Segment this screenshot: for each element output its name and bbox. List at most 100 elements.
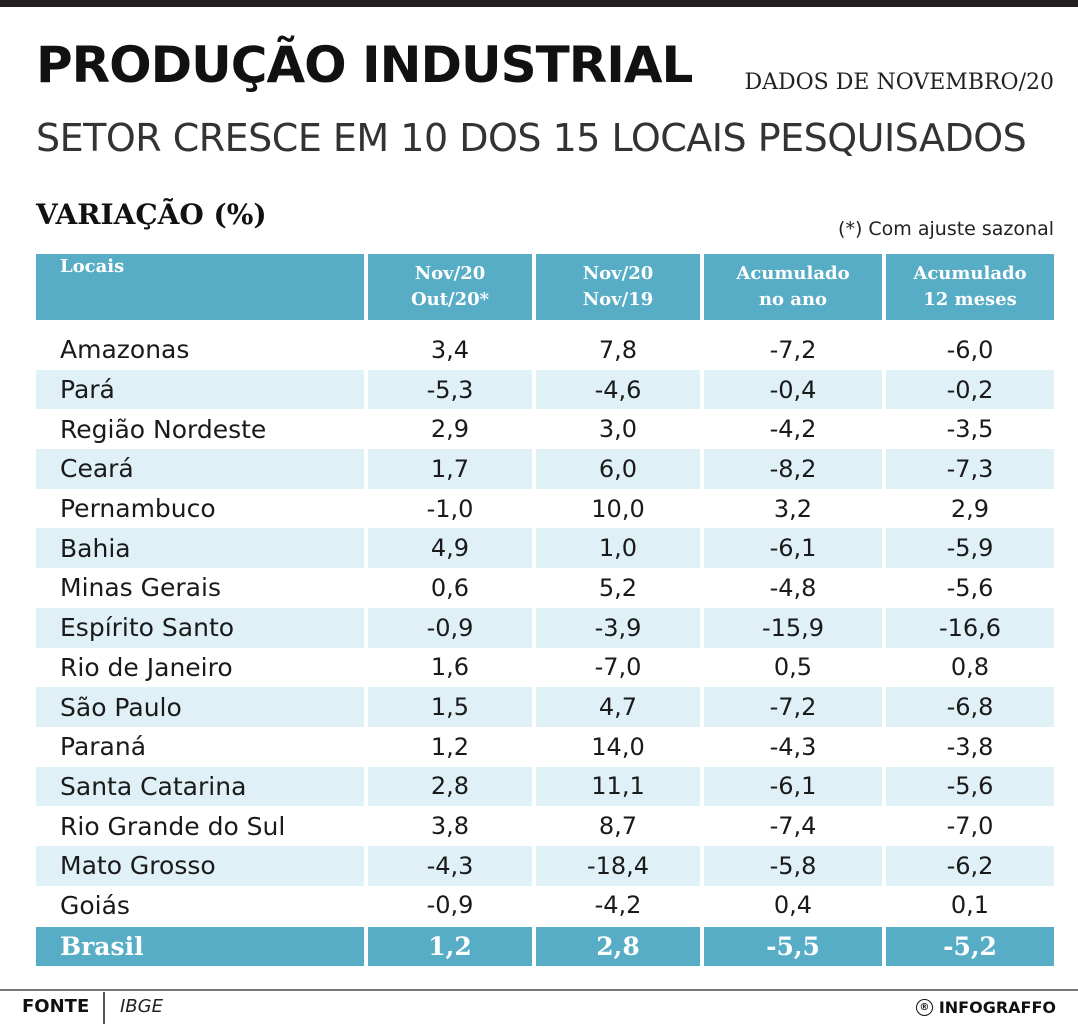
table-row: Goiás -0,9 -4,2 0,4 0,1: [36, 885, 1054, 926]
table-cell: -4,2: [536, 885, 700, 926]
table-cell: -3,8: [886, 726, 1054, 767]
table-cell: -4,3: [368, 845, 532, 886]
table-cell: -3,5: [886, 409, 1054, 450]
table-cell: 0,6: [368, 568, 532, 608]
table-row: Pernambuco -1,0 10,0 3,2 2,9: [36, 488, 1054, 529]
table-cell: -1,0: [368, 488, 532, 529]
table-row: Espírito Santo -0,9 -3,9 -15,9 -16,6: [36, 607, 1054, 648]
header-cell: Nov/20 Out/20*: [368, 254, 532, 320]
table-cell: 1,7: [368, 449, 532, 489]
row-label: Amazonas: [36, 330, 364, 370]
table-cell: 7,8: [536, 330, 700, 370]
table-cell: -0,2: [886, 369, 1054, 410]
table-cell: 3,8: [368, 806, 532, 846]
table-cell: 8,7: [536, 806, 700, 846]
table-cell: 1,2: [368, 726, 532, 767]
seasonal-adjustment-note: (*) Com ajuste sazonal: [838, 218, 1054, 240]
row-label: Goiás: [36, 885, 364, 926]
table-body: Amazonas 3,4 7,8 -7,2 -6,0 Pará -5,3 -4,6 -0,4 -0…: [36, 330, 1054, 926]
table-cell: 2,9: [368, 409, 532, 450]
table-cell: -6,1: [704, 528, 882, 569]
table-cell: 2,9: [886, 488, 1054, 529]
table-cell: -4,2: [704, 409, 882, 450]
row-label: Minas Gerais: [36, 568, 364, 608]
table-row: Santa Catarina 2,8 11,1 -6,1 -5,6: [36, 766, 1054, 807]
row-label: Bahia: [36, 528, 364, 569]
table-cell: -6,2: [886, 845, 1054, 886]
header-label: Nov/19: [582, 289, 654, 310]
table-cell: -15,9: [704, 607, 882, 648]
row-label: Santa Catarina: [36, 766, 364, 807]
table-row: Ceará 1,7 6,0 -8,2 -7,3: [36, 449, 1054, 489]
table-row: Mato Grosso -4,3 -18,4 -5,8 -6,2: [36, 845, 1054, 886]
total-cell: 1,2: [368, 927, 532, 967]
table-cell: -6,0: [886, 330, 1054, 370]
data-period: DADOS DE NOVEMBRO/20: [744, 70, 1054, 95]
table-cell: 3,0: [536, 409, 700, 450]
table-cell: 4,9: [368, 528, 532, 569]
page-subtitle: SETOR CRESCE EM 10 DOS 15 LOCAIS PESQUIS…: [36, 116, 1027, 160]
footer-divider: [103, 992, 105, 1024]
total-cell: -5,2: [886, 927, 1054, 967]
total-cell: 2,8: [536, 927, 700, 967]
table-row: Região Nordeste 2,9 3,0 -4,2 -3,5: [36, 409, 1054, 450]
table-cell: -4,8: [704, 568, 882, 608]
table-row: São Paulo 1,5 4,7 -7,2 -6,8: [36, 687, 1054, 727]
table-row: Amazonas 3,4 7,8 -7,2 -6,0: [36, 330, 1054, 370]
header-label: Nov/20: [582, 263, 654, 284]
header-label: 12 meses: [923, 289, 1017, 310]
table-cell: 2,8: [368, 766, 532, 807]
table-cell: -7,0: [886, 806, 1054, 846]
table-cell: 11,1: [536, 766, 700, 807]
header-label: Out/20*: [410, 289, 490, 310]
table-cell: -5,6: [886, 568, 1054, 608]
table-row: Bahia 4,9 1,0 -6,1 -5,9: [36, 528, 1054, 569]
table-cell: 14,0: [536, 726, 700, 767]
table-cell: -7,2: [704, 687, 882, 727]
table-cell: -0,9: [368, 885, 532, 926]
table-cell: 3,4: [368, 330, 532, 370]
table-row: Pará -5,3 -4,6 -0,4 -0,2: [36, 369, 1054, 410]
table-cell: 1,0: [536, 528, 700, 569]
total-row: Brasil 1,2 2,8 -5,5 -5,2: [36, 927, 1054, 967]
header-label: Acumulado: [736, 263, 850, 284]
header-label: Nov/20: [414, 263, 486, 284]
table-row: Rio Grande do Sul 3,8 8,7 -7,4 -7,0: [36, 806, 1054, 846]
section-heading: VARIAÇÃO (%): [36, 198, 267, 231]
registered-icon: ®: [915, 999, 933, 1016]
table-cell: 0,4: [704, 885, 882, 926]
table-row: Paraná 1,2 14,0 -4,3 -3,8: [36, 726, 1054, 767]
table-cell: -5,6: [886, 766, 1054, 807]
table-cell: 1,6: [368, 647, 532, 688]
table-row: Rio de Janeiro 1,6 -7,0 0,5 0,8: [36, 647, 1054, 688]
total-cell: -5,5: [704, 927, 882, 967]
table-cell: -7,2: [704, 330, 882, 370]
table-cell: -8,2: [704, 449, 882, 489]
table-cell: -3,9: [536, 607, 700, 648]
table-cell: 3,2: [704, 488, 882, 529]
table-cell: 4,7: [536, 687, 700, 727]
row-label: Região Nordeste: [36, 409, 364, 450]
row-label: Paraná: [36, 726, 364, 767]
table-cell: -5,3: [368, 369, 532, 410]
table-cell: -7,4: [704, 806, 882, 846]
row-label: Ceará: [36, 449, 364, 489]
table-cell: -7,0: [536, 647, 700, 688]
total-label: Brasil: [36, 927, 364, 967]
source-label: FONTE: [22, 996, 90, 1017]
table-cell: 6,0: [536, 449, 700, 489]
table-row: Minas Gerais 0,6 5,2 -4,8 -5,6: [36, 568, 1054, 608]
table-cell: 0,5: [704, 647, 882, 688]
brand-credit: ® INFOGRAFFO: [915, 998, 1056, 1017]
table-header-row: Locais Nov/20 Out/20* Nov/20 Nov/19 Acum…: [36, 254, 1054, 320]
table-cell: 10,0: [536, 488, 700, 529]
table-cell: -5,9: [886, 528, 1054, 569]
row-label: Espírito Santo: [36, 607, 364, 648]
header-cell: Nov/20 Nov/19: [536, 254, 700, 320]
header-label: no ano: [758, 289, 828, 310]
brand-name: INFOGRAFFO: [938, 998, 1056, 1017]
header-cell: Acumulado no ano: [704, 254, 882, 320]
header-cell: Locais: [36, 254, 364, 320]
table-cell: -7,3: [886, 449, 1054, 489]
row-label: Mato Grosso: [36, 845, 364, 886]
